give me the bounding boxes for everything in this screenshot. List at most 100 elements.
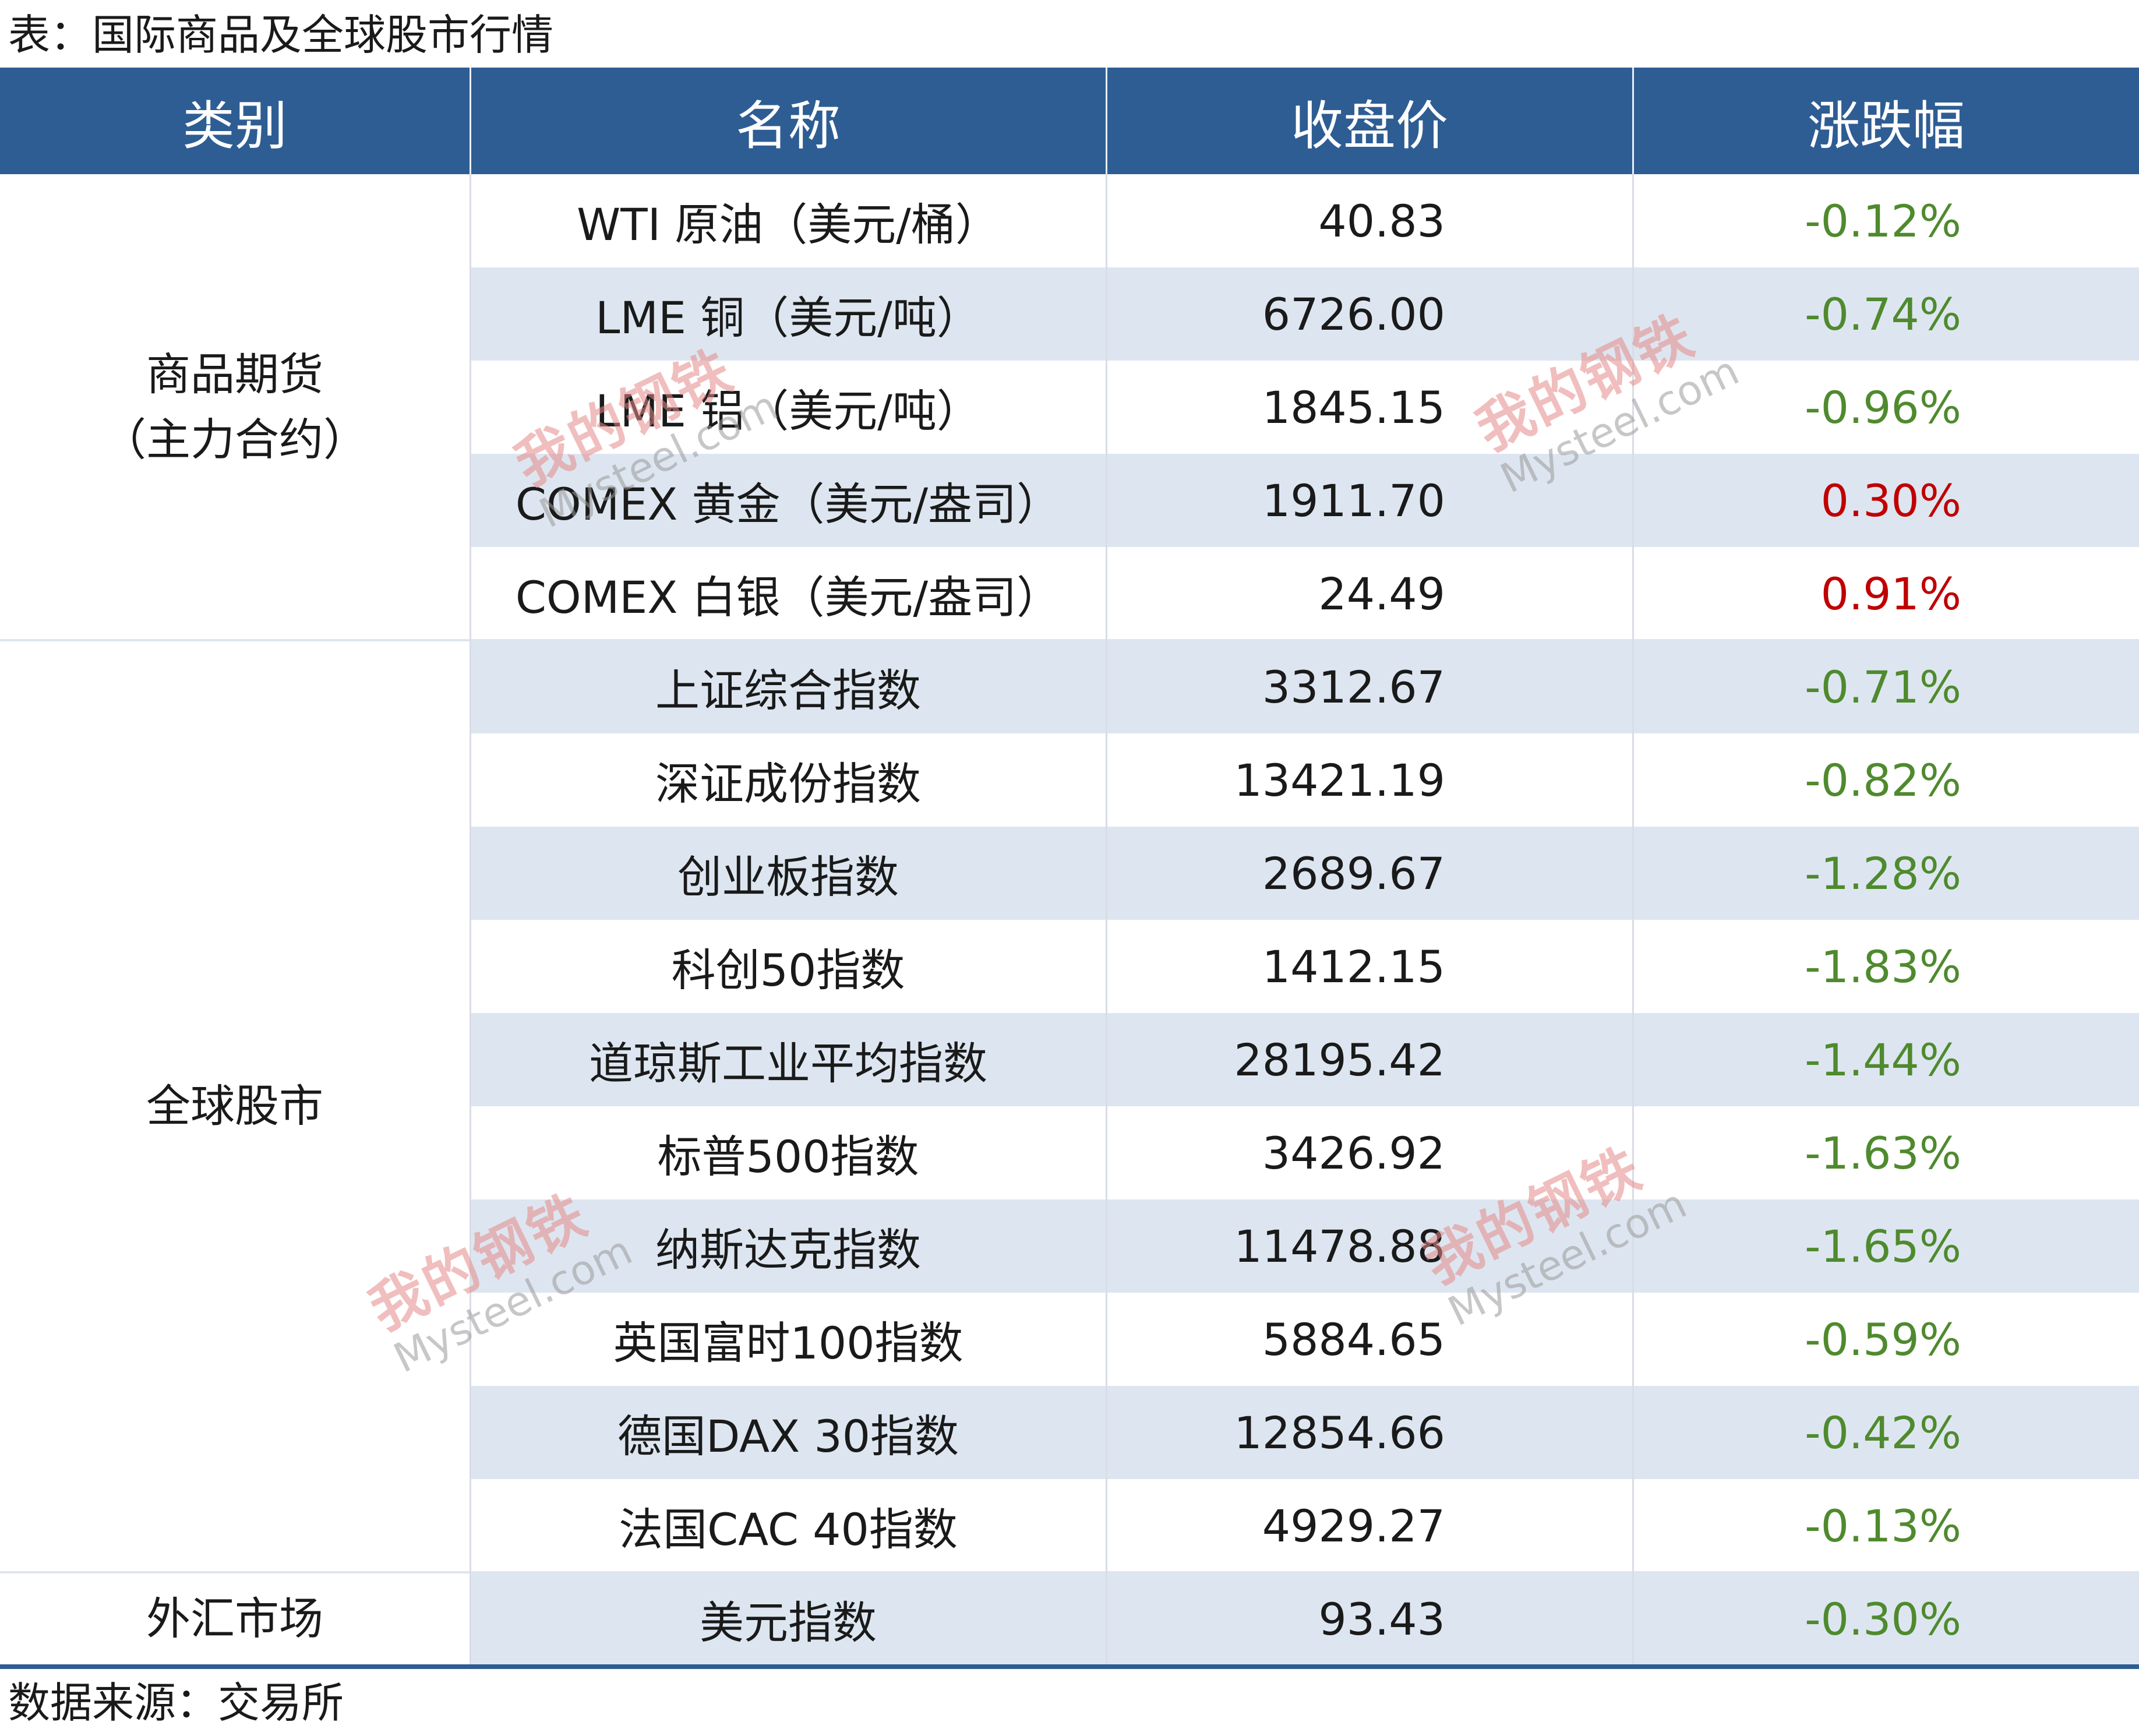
instrument-name: 上证综合指数 bbox=[655, 665, 921, 717]
row-background bbox=[471, 1479, 2139, 1572]
table-bottom-rule bbox=[0, 1664, 2139, 1669]
row-background bbox=[471, 1199, 2139, 1293]
header-column-divider bbox=[470, 68, 471, 174]
close-price: 24.49 bbox=[1318, 567, 1445, 620]
table-row: WTI 原油（美元/桶） 40.83 -0.12% bbox=[0, 174, 2139, 267]
change-pct: -1.63% bbox=[1805, 1127, 1961, 1179]
change-pct: -1.28% bbox=[1805, 847, 1961, 899]
category-cell: 全球股市 bbox=[0, 640, 470, 1572]
column-divider bbox=[1632, 174, 1634, 1666]
column-divider bbox=[470, 174, 471, 1666]
row-background bbox=[471, 547, 2139, 640]
category-cell: 外汇市场 bbox=[0, 1572, 470, 1666]
row-background bbox=[471, 454, 2139, 547]
row-background bbox=[471, 920, 2139, 1013]
table-row: 创业板指数 2689.67 -1.28% bbox=[0, 827, 2139, 920]
close-price: 13421.19 bbox=[1234, 754, 1445, 806]
column-divider bbox=[1106, 174, 1107, 1666]
close-price: 93.43 bbox=[1318, 1593, 1445, 1645]
instrument-name: 法国CAC 40指数 bbox=[619, 1504, 958, 1555]
table-row: 深证成份指数 13421.19 -0.82% bbox=[0, 733, 2139, 827]
close-price: 40.83 bbox=[1318, 195, 1445, 247]
close-price: 5884.65 bbox=[1262, 1313, 1445, 1365]
instrument-name: COMEX 黄金（美元/盎司） bbox=[515, 478, 1061, 530]
row-background bbox=[471, 174, 2139, 267]
instrument-name: 标普500指数 bbox=[657, 1131, 919, 1183]
close-price: 1911.70 bbox=[1262, 474, 1445, 527]
instrument-name: LME 铝（美元/吨） bbox=[595, 385, 981, 437]
change-pct: -0.12% bbox=[1805, 195, 1961, 247]
header-column-divider bbox=[1632, 68, 1634, 174]
row-background bbox=[471, 1386, 2139, 1479]
change-pct: -0.96% bbox=[1805, 381, 1961, 433]
table-row: 英国富时100指数 5884.65 -0.59% bbox=[0, 1293, 2139, 1386]
row-background bbox=[471, 1013, 2139, 1106]
header-column-divider bbox=[1106, 68, 1107, 174]
instrument-name: WTI 原油（美元/桶） bbox=[577, 199, 1000, 250]
close-price: 3312.67 bbox=[1262, 661, 1445, 713]
category-cell: 商品期货 （主力合约） bbox=[0, 174, 470, 640]
table-row: 科创50指数 1412.15 -1.83% bbox=[0, 920, 2139, 1013]
close-price: 6726.00 bbox=[1262, 288, 1445, 340]
close-price: 4929.27 bbox=[1262, 1499, 1445, 1552]
close-price: 28195.42 bbox=[1234, 1033, 1445, 1086]
table-row: LME 铜（美元/吨） 6726.00 -0.74% bbox=[0, 267, 2139, 361]
table-header: 类别 名称 收盘价 涨跌幅 bbox=[0, 68, 2139, 174]
change-pct: -1.65% bbox=[1805, 1220, 1961, 1272]
category-label: 商品期货 bbox=[146, 348, 323, 400]
change-pct: -0.13% bbox=[1805, 1499, 1961, 1552]
change-pct: -1.83% bbox=[1805, 940, 1961, 993]
table-row: COMEX 白银（美元/盎司） 24.49 0.91% bbox=[0, 547, 2139, 640]
row-background bbox=[471, 361, 2139, 454]
row-background bbox=[471, 267, 2139, 361]
close-price: 3426.92 bbox=[1262, 1127, 1445, 1179]
instrument-name: COMEX 白银（美元/盎司） bbox=[515, 571, 1061, 623]
table-row: COMEX 黄金（美元/盎司） 1911.70 0.30% bbox=[0, 454, 2139, 547]
row-background bbox=[471, 640, 2139, 733]
change-pct: -0.71% bbox=[1805, 661, 1961, 713]
category-label: 全球股市 bbox=[146, 1080, 323, 1132]
header-name: 名称 bbox=[736, 95, 841, 157]
category-label: （主力合约） bbox=[102, 414, 368, 465]
data-source-note: 数据来源：交易所 bbox=[8, 1678, 344, 1727]
table-row: 德国DAX 30指数 12854.66 -0.42% bbox=[0, 1386, 2139, 1479]
close-price: 1845.15 bbox=[1262, 381, 1445, 433]
close-price: 1412.15 bbox=[1262, 940, 1445, 993]
row-background bbox=[471, 1106, 2139, 1199]
change-pct: 0.91% bbox=[1820, 567, 1961, 620]
table-row: 美元指数 93.43 -0.30% bbox=[0, 1572, 2139, 1666]
row-background bbox=[471, 733, 2139, 827]
instrument-name: 德国DAX 30指数 bbox=[617, 1410, 959, 1462]
instrument-name: 美元指数 bbox=[700, 1597, 877, 1649]
change-pct: -1.44% bbox=[1805, 1033, 1961, 1086]
page-title: 表：国际商品及全球股市行情 bbox=[8, 10, 554, 59]
change-pct: -0.82% bbox=[1805, 754, 1961, 806]
table-row: 纳斯达克指数 11478.88 -1.65% bbox=[0, 1199, 2139, 1293]
row-background bbox=[471, 1572, 2139, 1666]
instrument-name: 英国富时100指数 bbox=[613, 1317, 963, 1369]
change-pct: -0.30% bbox=[1805, 1593, 1961, 1645]
change-pct: -0.59% bbox=[1805, 1313, 1961, 1365]
table-row: 标普500指数 3426.92 -1.63% bbox=[0, 1106, 2139, 1199]
instrument-name: 纳斯达克指数 bbox=[655, 1224, 921, 1276]
table-row: 上证综合指数 3312.67 -0.71% bbox=[0, 640, 2139, 733]
instrument-name: 深证成份指数 bbox=[655, 758, 921, 810]
table-row: LME 铝（美元/吨） 1845.15 -0.96% bbox=[0, 361, 2139, 454]
category-label: 外汇市场 bbox=[146, 1593, 323, 1645]
instrument-name: 创业板指数 bbox=[677, 851, 899, 903]
instrument-name: LME 铜（美元/吨） bbox=[595, 292, 981, 344]
close-price: 11478.88 bbox=[1234, 1220, 1445, 1272]
change-pct: -0.74% bbox=[1805, 288, 1961, 340]
instrument-name: 科创50指数 bbox=[671, 944, 905, 996]
header-change-pct: 涨跌幅 bbox=[1808, 95, 1965, 157]
instrument-name: 道琼斯工业平均指数 bbox=[589, 1038, 987, 1089]
change-pct: -0.42% bbox=[1805, 1406, 1961, 1459]
row-background bbox=[471, 827, 2139, 920]
table-row: 法国CAC 40指数 4929.27 -0.13% bbox=[0, 1479, 2139, 1572]
change-pct: 0.30% bbox=[1820, 474, 1961, 527]
table-row: 道琼斯工业平均指数 28195.42 -1.44% bbox=[0, 1013, 2139, 1106]
close-price: 2689.67 bbox=[1262, 847, 1445, 899]
header-category: 类别 bbox=[182, 95, 287, 157]
row-background bbox=[471, 1293, 2139, 1386]
header-close-price: 收盘价 bbox=[1291, 95, 1448, 157]
